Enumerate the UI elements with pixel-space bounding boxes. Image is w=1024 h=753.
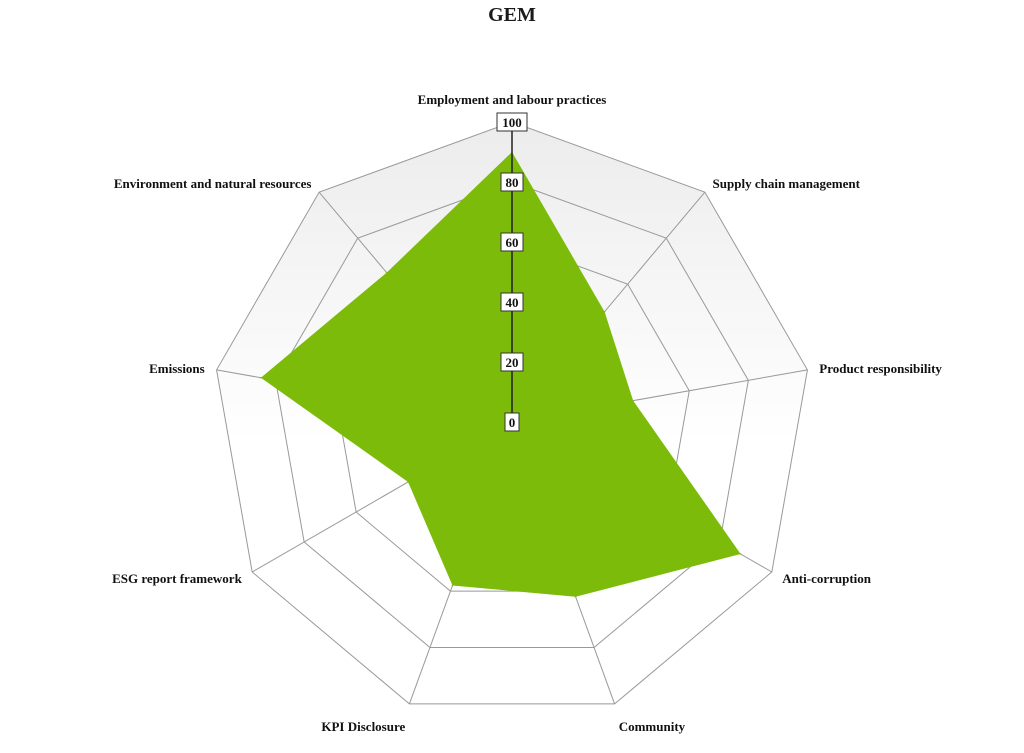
data-point bbox=[260, 376, 262, 379]
grid-ring bbox=[216, 121, 808, 705]
category-label: KPI Disclosure bbox=[321, 719, 405, 734]
chart-title: GEM bbox=[488, 4, 536, 26]
tick-group: 40 bbox=[500, 292, 524, 312]
data-point bbox=[739, 553, 742, 555]
tick-box bbox=[504, 412, 520, 432]
tick-group: 60 bbox=[500, 232, 524, 252]
series-area bbox=[260, 152, 741, 597]
tick-label: 60 bbox=[506, 235, 519, 250]
data-point bbox=[574, 595, 577, 598]
data-point bbox=[603, 310, 606, 313]
tick-group: 100 bbox=[496, 112, 528, 132]
category-label: Community bbox=[619, 719, 686, 734]
grid-ring bbox=[275, 181, 749, 649]
tick-label: 80 bbox=[506, 175, 519, 190]
data-point bbox=[451, 584, 454, 587]
data-point bbox=[385, 271, 388, 274]
tick-group: 20 bbox=[500, 352, 524, 372]
tick-group: 0 bbox=[504, 412, 520, 432]
tick-label: 20 bbox=[506, 355, 519, 370]
tick-label: 100 bbox=[502, 115, 522, 130]
data-point bbox=[632, 399, 634, 402]
tick-label: 0 bbox=[509, 415, 516, 430]
tick-label: 40 bbox=[506, 295, 519, 310]
category-label: Employment and labour practices bbox=[418, 92, 607, 107]
tick-box bbox=[500, 292, 524, 312]
category-label: Product responsibility bbox=[819, 361, 942, 376]
category-label: Supply chain management bbox=[713, 176, 861, 191]
category-label: Anti-corruption bbox=[782, 571, 872, 586]
data-point bbox=[407, 481, 409, 483]
tick-box bbox=[500, 352, 524, 372]
tick-box bbox=[500, 172, 524, 192]
tick-box bbox=[500, 232, 524, 252]
tick-group: 80 bbox=[500, 172, 524, 192]
category-label: ESG report framework bbox=[112, 571, 243, 586]
category-label: Environment and natural resources bbox=[114, 176, 312, 191]
tick-box bbox=[496, 112, 528, 132]
category-label: Emissions bbox=[149, 361, 205, 376]
